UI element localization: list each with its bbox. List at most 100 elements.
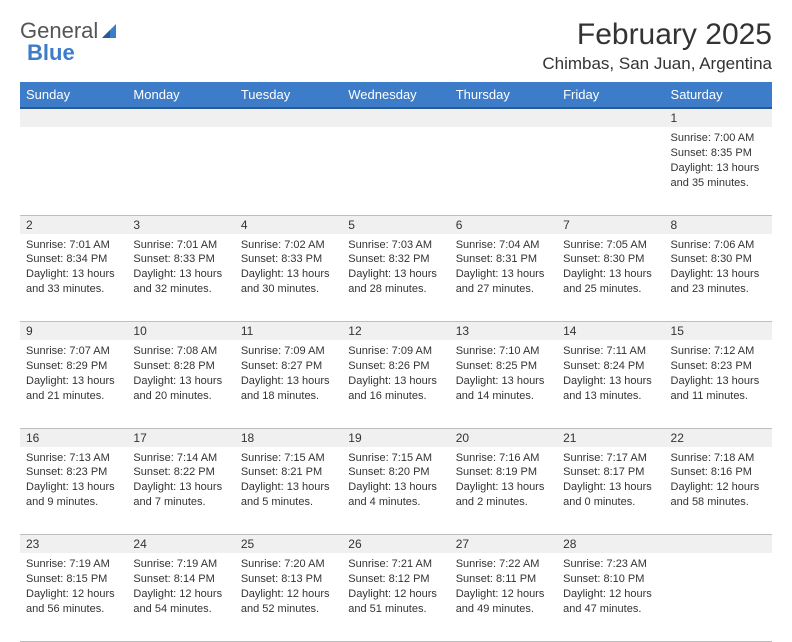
day-content-row: Sunrise: 7:19 AMSunset: 8:15 PMDaylight:… [20, 553, 772, 641]
weekday-header: Sunday [20, 82, 127, 108]
day-cell: Sunrise: 7:01 AMSunset: 8:34 PMDaylight:… [20, 234, 127, 322]
day-details: Sunrise: 7:16 AMSunset: 8:19 PMDaylight:… [450, 447, 557, 516]
day-cell: Sunrise: 7:11 AMSunset: 8:24 PMDaylight:… [557, 340, 664, 428]
day-number-cell: 22 [665, 428, 772, 447]
day-number-cell: 12 [342, 322, 449, 341]
day-details: Sunrise: 7:02 AMSunset: 8:33 PMDaylight:… [235, 234, 342, 303]
day-details: Sunrise: 7:13 AMSunset: 8:23 PMDaylight:… [20, 447, 127, 516]
day-details: Sunrise: 7:03 AMSunset: 8:32 PMDaylight:… [342, 234, 449, 303]
weekday-header: Monday [127, 82, 234, 108]
day-cell: Sunrise: 7:07 AMSunset: 8:29 PMDaylight:… [20, 340, 127, 428]
day-number-cell: 25 [235, 535, 342, 554]
day-number-cell: 17 [127, 428, 234, 447]
day-number-cell: 20 [450, 428, 557, 447]
day-cell: Sunrise: 7:16 AMSunset: 8:19 PMDaylight:… [450, 447, 557, 535]
day-cell: Sunrise: 7:18 AMSunset: 8:16 PMDaylight:… [665, 447, 772, 535]
day-number-row: 9101112131415 [20, 322, 772, 341]
header: General February 2025 Chimbas, San Juan,… [20, 18, 772, 74]
day-cell: Sunrise: 7:06 AMSunset: 8:30 PMDaylight:… [665, 234, 772, 322]
day-content-row: Sunrise: 7:01 AMSunset: 8:34 PMDaylight:… [20, 234, 772, 322]
day-details: Sunrise: 7:08 AMSunset: 8:28 PMDaylight:… [127, 340, 234, 409]
day-cell: Sunrise: 7:22 AMSunset: 8:11 PMDaylight:… [450, 553, 557, 641]
day-cell: Sunrise: 7:19 AMSunset: 8:15 PMDaylight:… [20, 553, 127, 641]
day-number-cell: 14 [557, 322, 664, 341]
weekday-header: Tuesday [235, 82, 342, 108]
weekday-header: Saturday [665, 82, 772, 108]
day-number-row: 232425262728 [20, 535, 772, 554]
day-details: Sunrise: 7:09 AMSunset: 8:26 PMDaylight:… [342, 340, 449, 409]
calendar: SundayMondayTuesdayWednesdayThursdayFrid… [20, 82, 772, 642]
day-details: Sunrise: 7:09 AMSunset: 8:27 PMDaylight:… [235, 340, 342, 409]
location: Chimbas, San Juan, Argentina [542, 54, 772, 74]
day-cell: Sunrise: 7:13 AMSunset: 8:23 PMDaylight:… [20, 447, 127, 535]
day-number-cell: 16 [20, 428, 127, 447]
day-number-cell: 18 [235, 428, 342, 447]
day-details: Sunrise: 7:04 AMSunset: 8:31 PMDaylight:… [450, 234, 557, 303]
day-cell: Sunrise: 7:23 AMSunset: 8:10 PMDaylight:… [557, 553, 664, 641]
day-cell: Sunrise: 7:03 AMSunset: 8:32 PMDaylight:… [342, 234, 449, 322]
day-cell [342, 127, 449, 215]
logo-text-2: Blue [27, 40, 75, 65]
day-cell: Sunrise: 7:00 AMSunset: 8:35 PMDaylight:… [665, 127, 772, 215]
day-cell: Sunrise: 7:10 AMSunset: 8:25 PMDaylight:… [450, 340, 557, 428]
day-cell: Sunrise: 7:08 AMSunset: 8:28 PMDaylight:… [127, 340, 234, 428]
day-number-cell [235, 108, 342, 127]
day-details: Sunrise: 7:01 AMSunset: 8:33 PMDaylight:… [127, 234, 234, 303]
day-number-cell: 13 [450, 322, 557, 341]
day-cell [127, 127, 234, 215]
day-cell: Sunrise: 7:12 AMSunset: 8:23 PMDaylight:… [665, 340, 772, 428]
day-number-cell: 3 [127, 215, 234, 234]
day-cell: Sunrise: 7:14 AMSunset: 8:22 PMDaylight:… [127, 447, 234, 535]
day-number-cell [557, 108, 664, 127]
day-number-cell: 2 [20, 215, 127, 234]
day-cell: Sunrise: 7:19 AMSunset: 8:14 PMDaylight:… [127, 553, 234, 641]
title-block: February 2025 Chimbas, San Juan, Argenti… [542, 18, 772, 74]
day-number-cell [127, 108, 234, 127]
day-number-cell: 26 [342, 535, 449, 554]
day-cell: Sunrise: 7:15 AMSunset: 8:20 PMDaylight:… [342, 447, 449, 535]
day-details: Sunrise: 7:06 AMSunset: 8:30 PMDaylight:… [665, 234, 772, 303]
day-content-row: Sunrise: 7:13 AMSunset: 8:23 PMDaylight:… [20, 447, 772, 535]
day-number-cell: 4 [235, 215, 342, 234]
day-content-row: Sunrise: 7:00 AMSunset: 8:35 PMDaylight:… [20, 127, 772, 215]
day-cell: Sunrise: 7:20 AMSunset: 8:13 PMDaylight:… [235, 553, 342, 641]
day-number-cell: 5 [342, 215, 449, 234]
weekday-header-row: SundayMondayTuesdayWednesdayThursdayFrid… [20, 82, 772, 108]
day-cell [235, 127, 342, 215]
weekday-header: Thursday [450, 82, 557, 108]
day-details: Sunrise: 7:15 AMSunset: 8:21 PMDaylight:… [235, 447, 342, 516]
day-cell: Sunrise: 7:17 AMSunset: 8:17 PMDaylight:… [557, 447, 664, 535]
day-cell: Sunrise: 7:09 AMSunset: 8:26 PMDaylight:… [342, 340, 449, 428]
day-number-cell [665, 535, 772, 554]
day-number-cell [450, 108, 557, 127]
weekday-header: Wednesday [342, 82, 449, 108]
day-details: Sunrise: 7:17 AMSunset: 8:17 PMDaylight:… [557, 447, 664, 516]
day-number-cell: 9 [20, 322, 127, 341]
day-number-row: 1 [20, 108, 772, 127]
day-number-cell: 23 [20, 535, 127, 554]
day-number-cell: 11 [235, 322, 342, 341]
day-details: Sunrise: 7:12 AMSunset: 8:23 PMDaylight:… [665, 340, 772, 409]
day-number-cell: 7 [557, 215, 664, 234]
day-number-cell: 28 [557, 535, 664, 554]
day-number-cell: 21 [557, 428, 664, 447]
logo-sail-icon [100, 22, 120, 40]
day-number-cell: 15 [665, 322, 772, 341]
day-number-cell: 10 [127, 322, 234, 341]
day-number-cell [342, 108, 449, 127]
day-cell [20, 127, 127, 215]
day-details: Sunrise: 7:10 AMSunset: 8:25 PMDaylight:… [450, 340, 557, 409]
day-details: Sunrise: 7:07 AMSunset: 8:29 PMDaylight:… [20, 340, 127, 409]
day-number-row: 2345678 [20, 215, 772, 234]
day-details: Sunrise: 7:14 AMSunset: 8:22 PMDaylight:… [127, 447, 234, 516]
day-details: Sunrise: 7:01 AMSunset: 8:34 PMDaylight:… [20, 234, 127, 303]
day-cell: Sunrise: 7:01 AMSunset: 8:33 PMDaylight:… [127, 234, 234, 322]
day-number-row: 16171819202122 [20, 428, 772, 447]
day-cell: Sunrise: 7:09 AMSunset: 8:27 PMDaylight:… [235, 340, 342, 428]
day-number-cell: 6 [450, 215, 557, 234]
day-details: Sunrise: 7:00 AMSunset: 8:35 PMDaylight:… [665, 127, 772, 196]
month-title: February 2025 [542, 18, 772, 52]
day-number-cell: 8 [665, 215, 772, 234]
day-cell: Sunrise: 7:21 AMSunset: 8:12 PMDaylight:… [342, 553, 449, 641]
day-cell: Sunrise: 7:15 AMSunset: 8:21 PMDaylight:… [235, 447, 342, 535]
